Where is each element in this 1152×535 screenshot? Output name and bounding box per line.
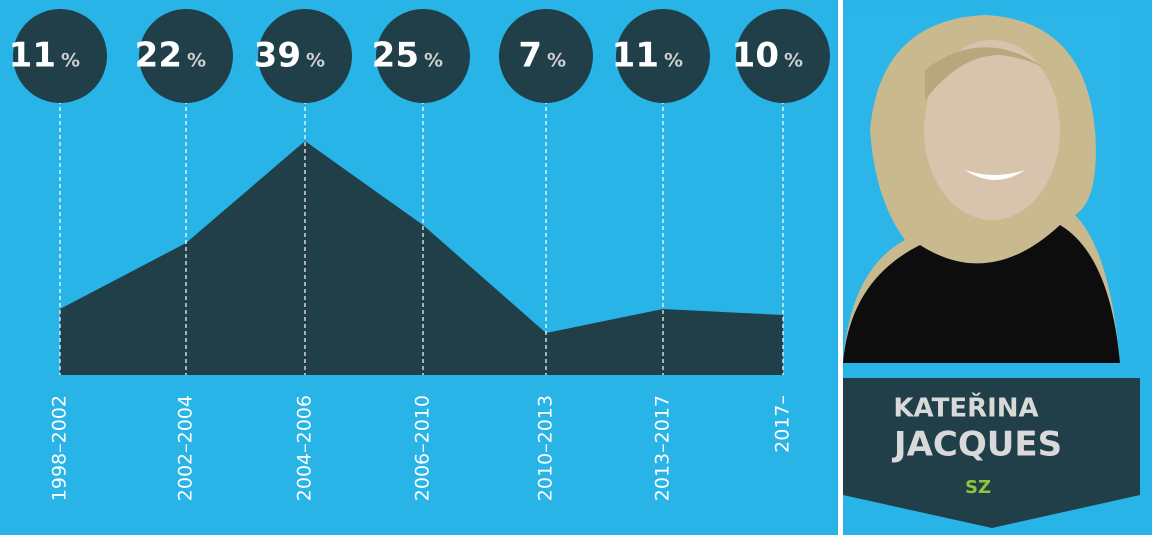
x-tick-label: 2002–2004 bbox=[175, 395, 197, 501]
value-label: 10 bbox=[732, 36, 779, 76]
portrait bbox=[843, 15, 1120, 363]
party: SZ bbox=[965, 477, 991, 498]
value-unit: % bbox=[547, 50, 566, 72]
last-name: JACQUES bbox=[892, 425, 1062, 465]
value-label: 7 bbox=[518, 36, 542, 76]
value-unit: % bbox=[424, 50, 443, 72]
value-label: 11 bbox=[612, 36, 659, 76]
value-unit: % bbox=[664, 50, 683, 72]
value-badge bbox=[499, 9, 593, 103]
infographic: KATEŘINA JACQUES SZ 11% 1998–2002 22% 2002–… bbox=[0, 0, 1152, 535]
x-tick-label: 2010–2013 bbox=[535, 395, 557, 501]
x-tick-label: 2006–2010 bbox=[412, 395, 434, 501]
x-tick-label: 2013–2017 bbox=[652, 395, 674, 501]
value-unit: % bbox=[784, 50, 803, 72]
value-unit: % bbox=[61, 50, 80, 72]
value-label: 39 bbox=[254, 36, 301, 76]
x-tick-label: 1998–2002 bbox=[49, 395, 71, 501]
value-unit: % bbox=[187, 50, 206, 72]
x-tick-label: 2017– bbox=[772, 395, 794, 453]
first-name: KATEŘINA bbox=[893, 392, 1038, 424]
value-label: 25 bbox=[372, 36, 419, 76]
value-unit: % bbox=[306, 50, 325, 72]
x-tick-label: 2004–2006 bbox=[294, 395, 316, 501]
value-label: 11 bbox=[9, 36, 56, 76]
value-label: 22 bbox=[135, 36, 182, 76]
